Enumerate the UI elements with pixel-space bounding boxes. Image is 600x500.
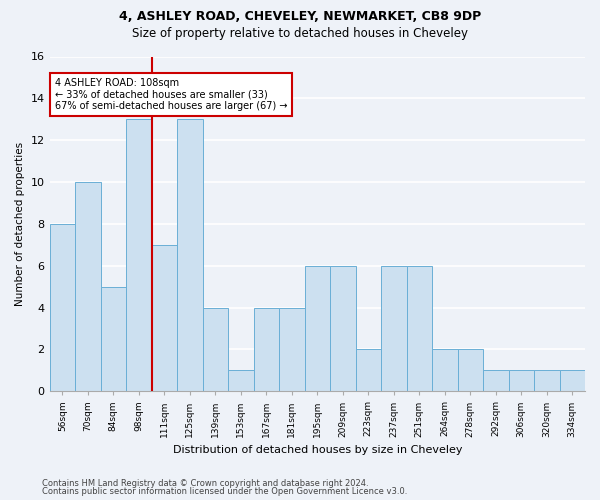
Bar (50, 224, 75, 392)
Bar (254, 308, 279, 392)
Bar (458, 350, 483, 392)
Bar (101, 286, 126, 392)
Y-axis label: Number of detached properties: Number of detached properties (15, 142, 25, 306)
Bar (381, 266, 407, 392)
Text: Size of property relative to detached houses in Cheveley: Size of property relative to detached ho… (132, 28, 468, 40)
Bar (560, 370, 585, 392)
Text: Contains HM Land Registry data © Crown copyright and database right 2024.: Contains HM Land Registry data © Crown c… (42, 478, 368, 488)
Bar (203, 308, 228, 392)
Bar (177, 120, 203, 392)
Bar (126, 120, 152, 392)
Bar (305, 266, 330, 392)
Text: 4 ASHLEY ROAD: 108sqm
← 33% of detached houses are smaller (33)
67% of semi-deta: 4 ASHLEY ROAD: 108sqm ← 33% of detached … (55, 78, 287, 112)
X-axis label: Distribution of detached houses by size in Cheveley: Distribution of detached houses by size … (173, 445, 462, 455)
Bar (407, 266, 432, 392)
Bar (356, 350, 381, 392)
Bar (509, 370, 534, 392)
Bar (279, 308, 305, 392)
Text: Contains public sector information licensed under the Open Government Licence v3: Contains public sector information licen… (42, 487, 407, 496)
Bar (228, 370, 254, 392)
Bar (432, 350, 458, 392)
Bar (152, 245, 177, 392)
Bar (534, 370, 560, 392)
Bar (330, 266, 356, 392)
Bar (75, 182, 101, 392)
Text: 4, ASHLEY ROAD, CHEVELEY, NEWMARKET, CB8 9DP: 4, ASHLEY ROAD, CHEVELEY, NEWMARKET, CB8… (119, 10, 481, 23)
Bar (483, 370, 509, 392)
